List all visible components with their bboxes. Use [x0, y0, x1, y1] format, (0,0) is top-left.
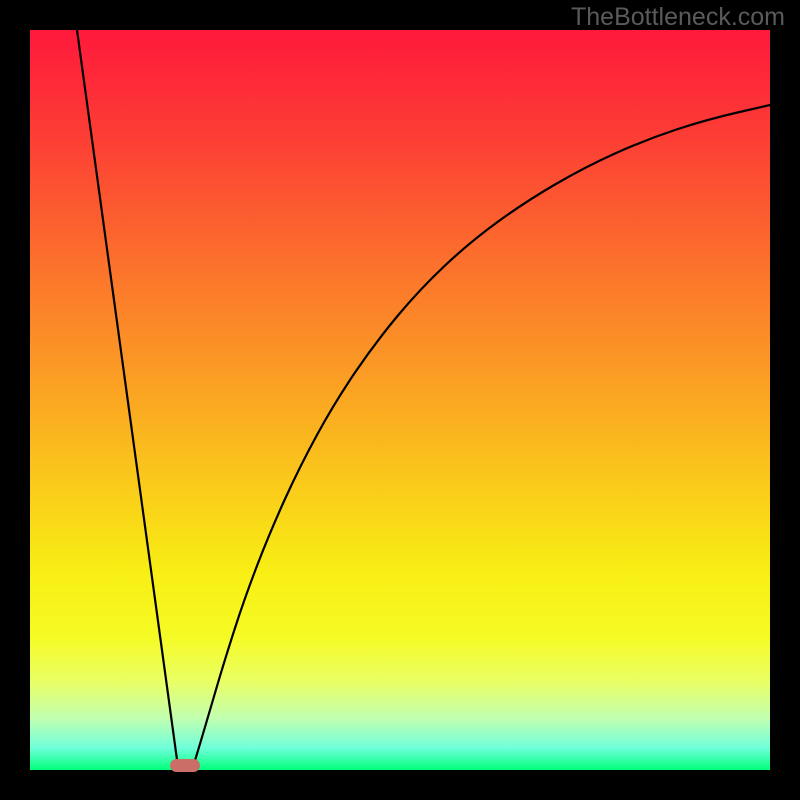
plot-area — [30, 30, 770, 770]
bottleneck-marker — [170, 759, 200, 772]
gradient-background — [30, 30, 770, 770]
watermark-text: TheBottleneck.com — [571, 3, 785, 32]
chart-container: TheBottleneck.com — [0, 0, 800, 800]
